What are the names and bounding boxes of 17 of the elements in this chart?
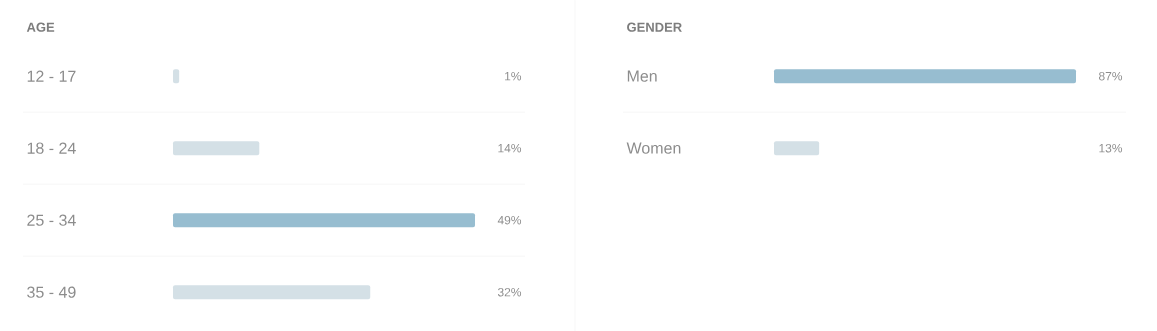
y-tick-label: 25 - 34 bbox=[27, 214, 76, 226]
data-label: 49% bbox=[497, 215, 522, 225]
data-label: 1% bbox=[505, 71, 522, 81]
text: AGE bbox=[26, 22, 55, 32]
data-label: 13% bbox=[1099, 143, 1123, 153]
y-tick-label: 18 - 24 bbox=[27, 142, 76, 154]
bar bbox=[173, 285, 371, 299]
y-tick-label: Men bbox=[627, 70, 657, 82]
data-label: 14% bbox=[498, 143, 522, 153]
y-tick-label: 12 - 17 bbox=[27, 70, 76, 82]
y-tick-label: Women bbox=[626, 142, 681, 154]
data-label: 32% bbox=[497, 287, 522, 297]
y-tick-label: 35 - 49 bbox=[27, 286, 76, 298]
data-label: 87% bbox=[1098, 71, 1123, 81]
text: GENDER bbox=[627, 22, 682, 32]
bar bbox=[173, 141, 260, 155]
bar bbox=[173, 213, 476, 227]
